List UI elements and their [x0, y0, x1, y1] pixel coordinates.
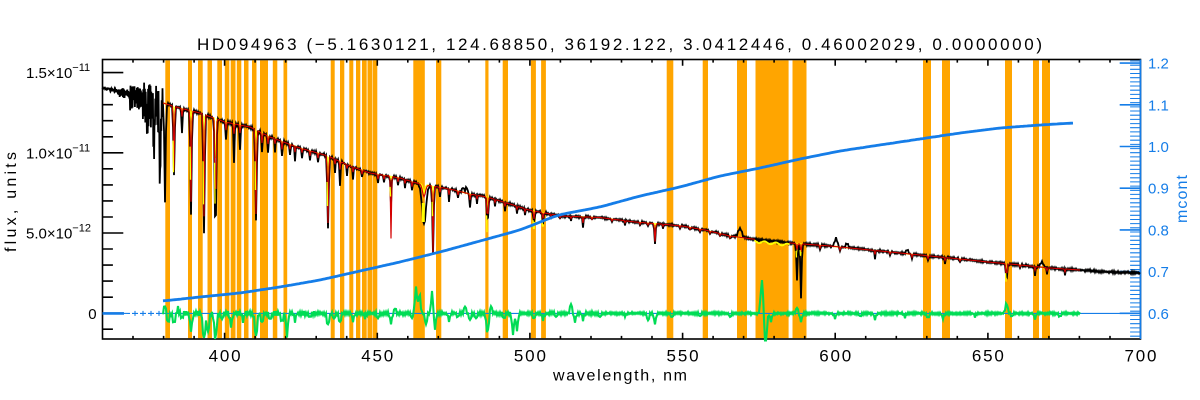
svg-text:0.8: 0.8	[1148, 222, 1169, 239]
svg-text:1.1: 1.1	[1148, 97, 1169, 114]
svg-text:500: 500	[514, 347, 546, 366]
svg-text:600: 600	[819, 347, 851, 366]
svg-text:550: 550	[667, 347, 699, 366]
svg-text:0.6: 0.6	[1148, 306, 1169, 323]
svg-text:1.2: 1.2	[1148, 56, 1169, 73]
svg-text:650: 650	[972, 347, 1004, 366]
svg-text:mcont: mcont	[1174, 174, 1191, 223]
svg-text:400: 400	[209, 347, 241, 366]
svg-text:wavelength, nm: wavelength, nm	[552, 368, 687, 385]
svg-text:700: 700	[1125, 347, 1157, 366]
svg-text:0.7: 0.7	[1148, 264, 1169, 281]
svg-text:1.0: 1.0	[1148, 139, 1169, 156]
svg-text:0: 0	[88, 306, 96, 323]
svg-text:450: 450	[361, 347, 393, 366]
svg-text:0.9: 0.9	[1148, 181, 1169, 198]
